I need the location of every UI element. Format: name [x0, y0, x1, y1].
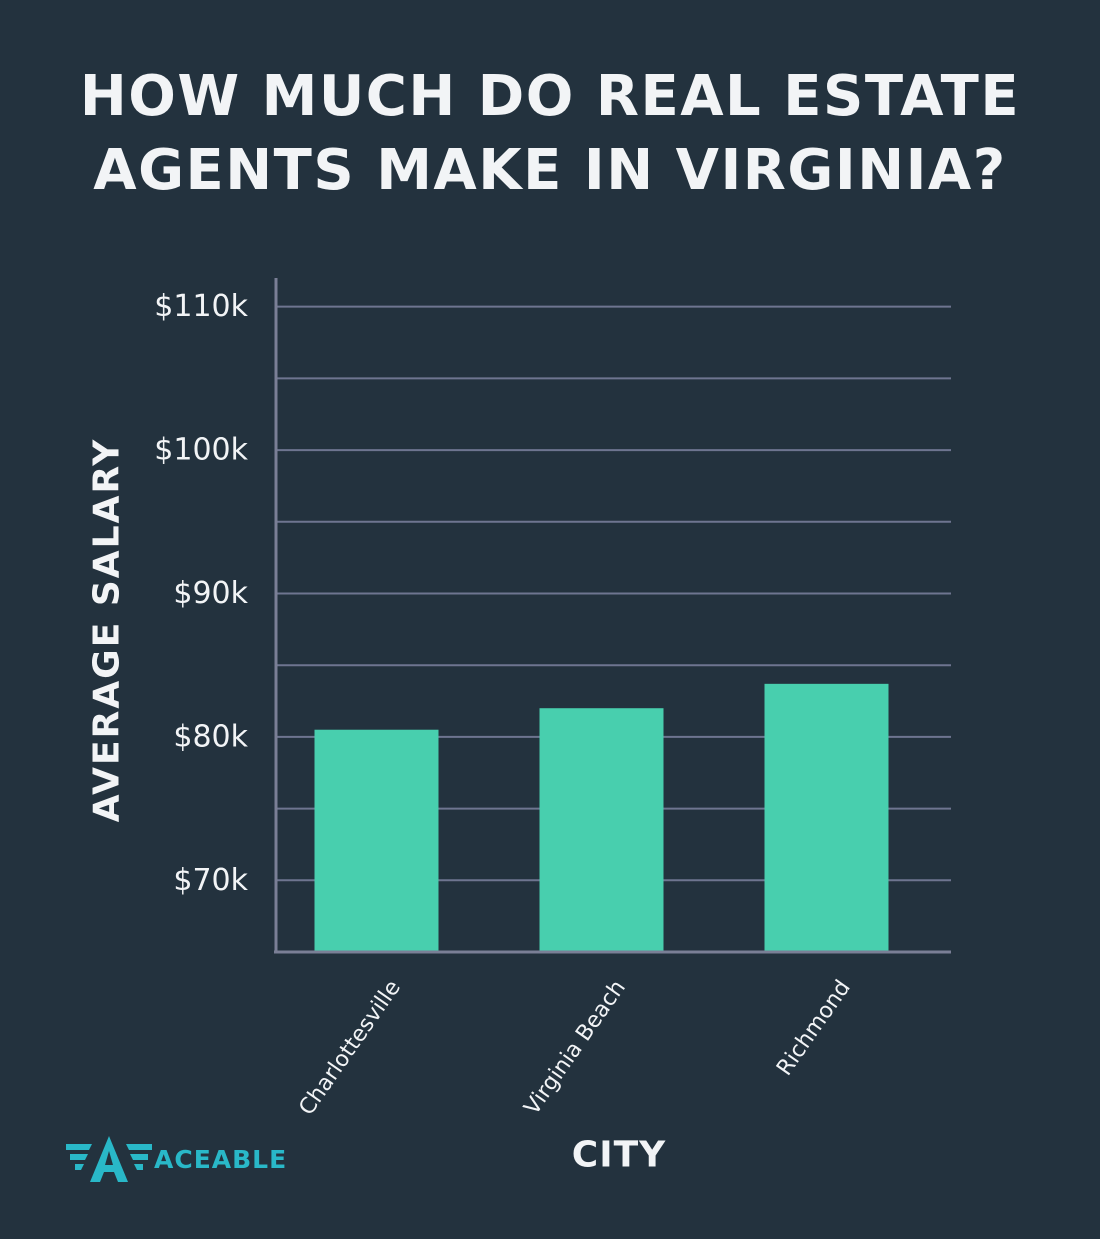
bar-richmond	[764, 683, 889, 952]
y-tick-label-1: $80k	[173, 719, 248, 754]
x-tick-label-2: Richmond	[772, 976, 856, 1081]
bar-virginia-beach	[539, 708, 664, 952]
y-tick-label-4: $110k	[154, 289, 248, 324]
y-tick-label-2: $90k	[173, 576, 248, 611]
x-axis-label: CITY	[571, 1134, 667, 1176]
bar-charlottesville	[314, 729, 439, 952]
x-tick-label-1: Virginia Beach	[520, 976, 631, 1120]
x-tick-labels: Charlottesville Virginia Beach Richmond	[294, 976, 855, 1120]
axes	[274, 278, 951, 954]
chart-title: HOW MUCH DO REAL ESTATE AGENTS MAKE IN V…	[79, 64, 1021, 203]
aceable-logo-icon	[66, 1136, 152, 1182]
y-tick-label-3: $100k	[154, 433, 248, 468]
y-axis-label: AVERAGE SALARY	[86, 437, 128, 823]
y-tick-labels: $70k $80k $90k $100k $110k	[154, 289, 248, 898]
logo-text: ACEABLE	[154, 1144, 288, 1174]
y-tick-label-0: $70k	[173, 863, 248, 898]
aceable-logo: ACEABLE	[66, 1135, 287, 1183]
bars	[314, 683, 889, 952]
x-tick-label-0: Charlottesville	[294, 976, 405, 1120]
